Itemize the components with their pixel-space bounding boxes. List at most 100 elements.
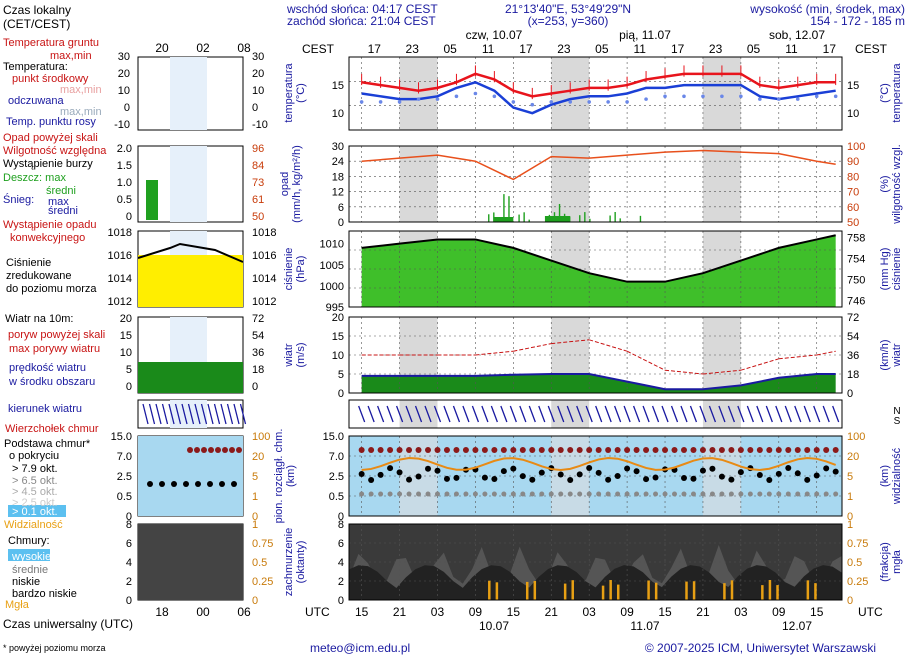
cloud-base-dot <box>643 491 649 497</box>
cloud-base-dot <box>766 476 773 483</box>
panel-frame <box>348 145 843 223</box>
cloudbase-ylabel: (km) <box>285 465 297 487</box>
wind-arrow <box>566 405 574 423</box>
cloud-base-dot <box>766 491 772 497</box>
wind-arrow <box>386 405 394 423</box>
utc-date: 12.07 <box>782 619 812 633</box>
legend-tick: 50 <box>252 211 264 223</box>
wind-arrow <box>376 405 385 423</box>
cloud-base-dot <box>813 472 820 479</box>
legend-night <box>170 146 207 222</box>
wind-arrow <box>727 405 735 423</box>
cloud-top-dot <box>576 447 583 453</box>
cloud-top-dot <box>443 447 450 453</box>
utc-hour: 09 <box>469 605 483 619</box>
legend-dot <box>147 481 153 487</box>
legend-tick: 0.5 <box>252 557 267 569</box>
cloud-base-dot <box>510 491 516 497</box>
cloud-base-dot <box>643 476 650 483</box>
legend-cloud-item: Mgła <box>5 599 30 611</box>
legend-temp-item: Temp. punktu rosy <box>6 116 96 128</box>
rain-bar <box>609 215 611 222</box>
legend-dot <box>183 481 189 487</box>
cloud-base-dot <box>529 476 536 483</box>
cloud-base-dot <box>434 491 440 497</box>
cloud-base-dot <box>368 491 374 497</box>
grid-text: (x=253, y=360) <box>528 14 609 28</box>
wind-arrow <box>651 405 660 423</box>
legend-tick: 72 <box>252 313 264 325</box>
legend-wind-item: Wiatr na 10m: <box>5 313 73 325</box>
fog-bar <box>495 582 499 600</box>
panel-frame <box>348 56 843 131</box>
cloud-top-dot <box>624 447 631 453</box>
dew-point <box>606 100 610 104</box>
tick-label: 15 <box>847 80 859 92</box>
legend-pressure-fill <box>138 255 243 307</box>
legend-tick: 0 <box>252 511 258 523</box>
tick-label: 0 <box>847 511 853 523</box>
tick-label: 30 <box>332 141 344 153</box>
utc-hour: 09 <box>620 605 634 619</box>
legend-wind-arrow <box>200 403 208 425</box>
cloud-base-dot <box>814 491 820 497</box>
legend-cloudbase-item: Wierzchołek chmur <box>5 423 99 435</box>
wind-arrow <box>689 405 698 423</box>
cloud-top-dot <box>794 447 801 453</box>
legend-high-bg <box>8 549 50 561</box>
cloud-base-dot <box>453 474 460 481</box>
fog-bar <box>563 583 567 600</box>
wind-arrow <box>452 405 461 423</box>
dew-point <box>473 91 478 96</box>
legend-wind-arrow <box>220 403 227 425</box>
cloud-base-dot <box>557 471 564 478</box>
tick-label: 18 <box>847 369 859 381</box>
wind-arrow <box>661 405 669 423</box>
fog-bar <box>571 580 574 600</box>
wind-arrow <box>509 405 517 423</box>
temp-ylabel: (°C) <box>295 83 307 103</box>
legend-tick: 6 <box>126 538 132 550</box>
legend-tick: 0 <box>252 102 258 114</box>
cloud-base-dot <box>709 491 715 497</box>
tick-label: 2 <box>338 576 344 588</box>
fog-bar <box>533 580 537 600</box>
wind-arrow <box>481 405 489 423</box>
dew-point <box>378 100 383 104</box>
cloud-base-dot <box>387 465 394 472</box>
temp-series-line <box>361 80 836 115</box>
legend-cloudbase-item: > 6.5 okt. <box>12 475 58 487</box>
cloud-top-dot <box>737 447 744 453</box>
legend-tick: 0.25 <box>252 576 273 588</box>
cloud-base-dot <box>359 491 365 497</box>
legend-tick: 0.5 <box>117 491 132 503</box>
cloud-top-dot <box>775 447 782 453</box>
legend-wind-arrow <box>142 403 149 425</box>
legend-precip-item: Deszcz: max <box>3 172 66 184</box>
fog-bar <box>768 580 772 600</box>
cloud-base-dot <box>624 491 630 497</box>
legend-cloud-item: niskie <box>12 576 40 588</box>
cloud-base-dot <box>406 476 413 483</box>
tick-label: 100 <box>847 431 865 443</box>
legend-tick: 0 <box>126 595 132 607</box>
cloud-base-dot <box>652 474 659 481</box>
cloud-base-dot <box>434 467 441 474</box>
fog-bar <box>647 580 650 600</box>
legend-tick: 96 <box>252 143 264 155</box>
cloud-base-dot <box>520 491 526 497</box>
cloud-base-dot <box>728 491 734 497</box>
legend-dot <box>159 481 165 487</box>
cloud-top-dot <box>690 447 697 453</box>
cloud-top-dot <box>728 447 735 453</box>
legend-wind-arrow <box>194 403 201 425</box>
legend-night <box>170 57 207 130</box>
cloud-top-dot <box>462 447 469 453</box>
cloud-top-dot <box>377 447 384 453</box>
legend-tick: 10 <box>252 85 264 97</box>
legend-tick: 73 <box>252 177 264 189</box>
tick-label: 15 <box>332 331 344 343</box>
legend-cloudbase-item: o pokryciu <box>9 450 59 462</box>
cloud-base-dot <box>576 471 583 478</box>
cloud-base-dot <box>415 473 422 480</box>
